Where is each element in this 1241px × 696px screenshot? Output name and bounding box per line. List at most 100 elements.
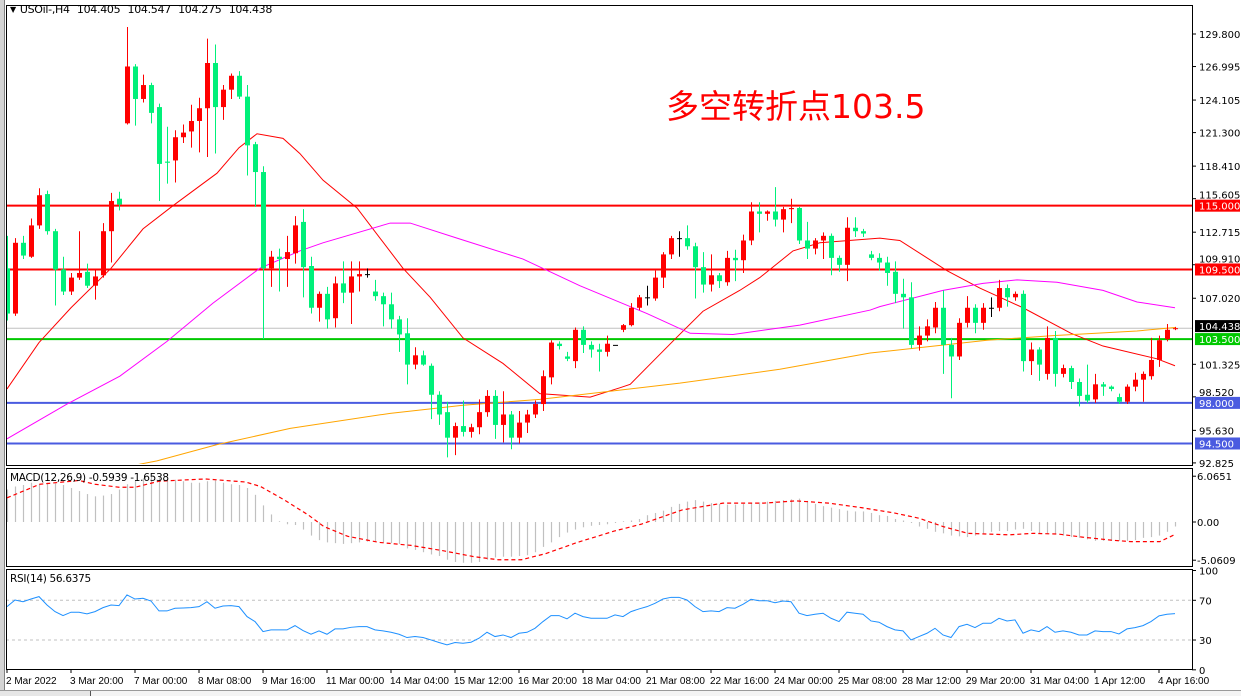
candle-body <box>101 231 106 276</box>
candle-body <box>1157 340 1162 360</box>
triangle-down-icon[interactable]: ▼ <box>10 5 16 14</box>
annotation-text: 多空转折点103.5 <box>666 87 926 126</box>
candle-body <box>221 89 226 108</box>
candle <box>965 296 970 328</box>
chart-header[interactable]: ▼ USOil-,H4 104.405 104.547 104.275 104.4… <box>10 3 276 16</box>
candle-body <box>973 307 978 323</box>
candle <box>133 64 138 126</box>
price-axis-label: 98.520 <box>1199 388 1234 399</box>
candle-body <box>1149 359 1154 377</box>
candle-body <box>21 242 26 256</box>
candle <box>837 255 842 272</box>
candle-body <box>469 427 474 432</box>
candle-body <box>997 288 1002 308</box>
candle-body <box>61 269 66 292</box>
candle <box>333 276 338 328</box>
time-axis-label: 25 Mar 08:00 <box>838 676 897 687</box>
candle-body <box>981 307 986 323</box>
candle <box>1173 326 1178 331</box>
candle-body <box>597 349 602 352</box>
candle-body <box>989 307 994 309</box>
candle-body <box>477 412 482 428</box>
candle <box>733 249 738 282</box>
candle-body <box>109 201 114 232</box>
current-price-label-box <box>1195 320 1240 333</box>
macd-title: MACD(12,26,9) <box>10 472 86 484</box>
candle <box>853 217 858 237</box>
macd-axis-label: 0.00 <box>1197 518 1219 529</box>
candle <box>285 235 290 287</box>
candle <box>901 278 906 329</box>
candle-body <box>341 283 346 293</box>
rsi-axis-label: 70 <box>1199 596 1212 607</box>
candle <box>845 217 850 282</box>
candle <box>797 206 802 244</box>
candle <box>189 104 194 148</box>
candle <box>181 124 186 144</box>
candle-body <box>749 211 754 241</box>
candle-body <box>85 271 90 286</box>
candle <box>53 228 58 306</box>
candle-body <box>557 343 562 347</box>
candle-body <box>117 198 122 205</box>
candle-body <box>757 211 762 214</box>
candle-body <box>573 329 578 362</box>
candle <box>957 318 962 360</box>
candle <box>437 391 442 425</box>
candle <box>157 103 162 202</box>
candle-body <box>901 293 906 298</box>
candle <box>933 301 938 334</box>
candle-body <box>949 344 954 357</box>
candle-body <box>373 291 378 297</box>
candle <box>629 303 634 327</box>
candle-body <box>789 208 794 210</box>
price-axis-label: 112.715 <box>1199 228 1240 239</box>
candle-body <box>325 293 330 320</box>
moving-average-line <box>6 222 1176 440</box>
candle <box>373 279 378 301</box>
candle <box>725 250 730 286</box>
price-axis-label: 107.020 <box>1199 294 1240 305</box>
candle-body <box>53 231 58 270</box>
candle <box>453 422 458 456</box>
candle-body <box>37 195 42 226</box>
candle-body <box>93 276 98 286</box>
price-axis-label: 92.825 <box>1199 459 1234 470</box>
macd-axis-label: 6.0651 <box>1197 472 1232 483</box>
candle <box>1037 347 1042 381</box>
candle-body <box>853 227 858 232</box>
candle <box>461 400 466 437</box>
candle <box>389 292 394 329</box>
time-axis-label: 22 Mar 16:00 <box>710 676 769 687</box>
candle <box>989 297 994 318</box>
candle <box>709 254 714 292</box>
candle-body <box>701 267 706 285</box>
candle <box>597 343 602 372</box>
candle <box>21 235 26 260</box>
candle-body <box>1069 368 1074 382</box>
candle-body <box>29 225 34 257</box>
low-value: 104.275 <box>178 3 222 16</box>
candle <box>413 347 418 370</box>
candle-body <box>405 333 410 365</box>
candle <box>61 256 66 295</box>
candle-body <box>229 75 234 90</box>
candle-body <box>717 275 722 282</box>
candle <box>429 363 434 420</box>
candle <box>173 130 178 183</box>
candle-body <box>509 414 514 438</box>
open-value: 104.405 <box>76 3 121 16</box>
candle-body <box>549 342 554 378</box>
candle-body <box>173 137 178 161</box>
candle-body <box>301 221 306 268</box>
candle <box>789 198 794 224</box>
candle-body <box>293 225 298 254</box>
candle <box>757 202 762 233</box>
candle <box>1085 364 1090 403</box>
candle <box>541 370 546 411</box>
candle-body <box>237 75 242 97</box>
macd-signal-value: -1.6538 <box>130 472 169 484</box>
chart-tab[interactable] <box>90 691 1241 696</box>
rsi-value: 56.6375 <box>49 573 92 585</box>
